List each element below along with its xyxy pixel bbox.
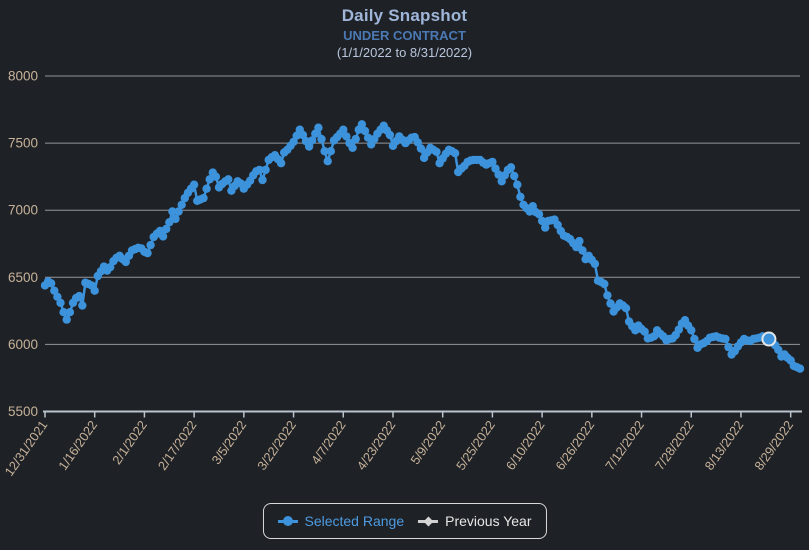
- svg-text:8/13/2022: 8/13/2022: [701, 418, 746, 473]
- svg-text:5/9/2022: 5/9/2022: [407, 418, 448, 467]
- svg-text:4/7/2022: 4/7/2022: [308, 418, 349, 467]
- svg-text:6/10/2022: 6/10/2022: [503, 418, 548, 473]
- legend-label-selected-range: Selected Range: [304, 513, 405, 529]
- svg-text:8/29/2022: 8/29/2022: [751, 418, 796, 473]
- page-title: Daily Snapshot: [341, 6, 468, 25]
- svg-text:7000: 7000: [8, 203, 38, 218]
- y-axis-labels: 5500 6000 6500 7000 7500 8000: [8, 69, 38, 420]
- svg-text:12/31/2021: 12/31/2021: [1, 418, 50, 479]
- svg-text:6500: 6500: [8, 270, 38, 285]
- svg-text:3/5/2022: 3/5/2022: [208, 418, 249, 467]
- svg-text:8000: 8000: [8, 69, 38, 84]
- svg-text:5/25/2022: 5/25/2022: [453, 418, 498, 473]
- svg-text:7/12/2022: 7/12/2022: [602, 418, 647, 473]
- chart-header: Daily Snapshot UNDER CONTRACT (1/1/2022 …: [0, 6, 809, 60]
- svg-text:7/28/2022: 7/28/2022: [652, 418, 697, 473]
- svg-text:1/16/2022: 1/16/2022: [55, 418, 100, 473]
- svg-text:2/17/2022: 2/17/2022: [155, 418, 200, 473]
- series-selected-range[interactable]: [40, 120, 805, 373]
- chart-subtitle: UNDER CONTRACT: [343, 28, 466, 43]
- svg-text:5500: 5500: [8, 404, 38, 419]
- svg-text:3/22/2022: 3/22/2022: [254, 418, 299, 473]
- svg-text:6/26/2022: 6/26/2022: [552, 418, 597, 473]
- daily-snapshot-chart[interactable]: 5500 6000 6500 7000 7500 8000 12/31/2021 1/16/2…: [0, 0, 809, 500]
- legend-label-previous-year: Previous Year: [445, 513, 532, 529]
- legend-item-previous-year[interactable]: Previous Year: [418, 513, 532, 529]
- svg-text:4/23/2022: 4/23/2022: [353, 418, 398, 473]
- line-dot-icon: [277, 515, 298, 527]
- line-diamond-icon: [418, 515, 439, 527]
- x-axis: 12/31/2021 1/16/2022 2/1/2022 2/17/2022 3/5/…: [1, 410, 802, 479]
- svg-text:6000: 6000: [8, 337, 38, 352]
- legend-item-selected-range[interactable]: Selected Range: [277, 513, 404, 529]
- svg-text:7500: 7500: [8, 136, 38, 151]
- svg-text:2/1/2022: 2/1/2022: [109, 418, 150, 467]
- highlighted-point[interactable]: [761, 331, 777, 347]
- y-gridlines: [45, 75, 800, 345]
- chart-legend: Selected Range Previous Year: [262, 503, 547, 539]
- chart-date-range: (1/1/2022 to 8/31/2022): [336, 45, 473, 60]
